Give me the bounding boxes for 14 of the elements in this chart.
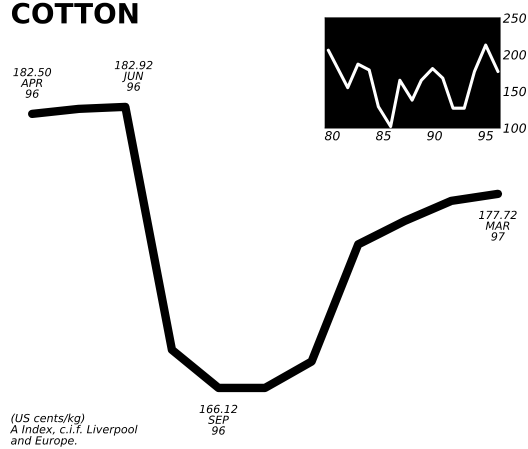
y-tick-label: 200: [502, 50, 526, 60]
x-tick-label: 90: [427, 130, 442, 140]
x-tick-label: 95: [478, 130, 493, 140]
y-tick-label: 150: [503, 86, 526, 96]
y-tick-label: 250: [502, 13, 526, 23]
data-label: 182.92 JUN 96: [114, 60, 152, 91]
y-tick-label: 100: [503, 123, 526, 133]
text: (US cents/kg) A Index, c.i.f. Liverpool and Europe.: [10, 414, 138, 447]
x-tick-label: 85: [376, 130, 391, 140]
chart-title: COTTON: [12, 2, 138, 24]
x-tick-label: 80: [324, 130, 340, 140]
data-label: 182.50 APR 96: [13, 68, 52, 98]
data-label: 166.12 SEP 96: [200, 404, 238, 435]
data-label: 177.72 MAR 97: [479, 210, 517, 241]
